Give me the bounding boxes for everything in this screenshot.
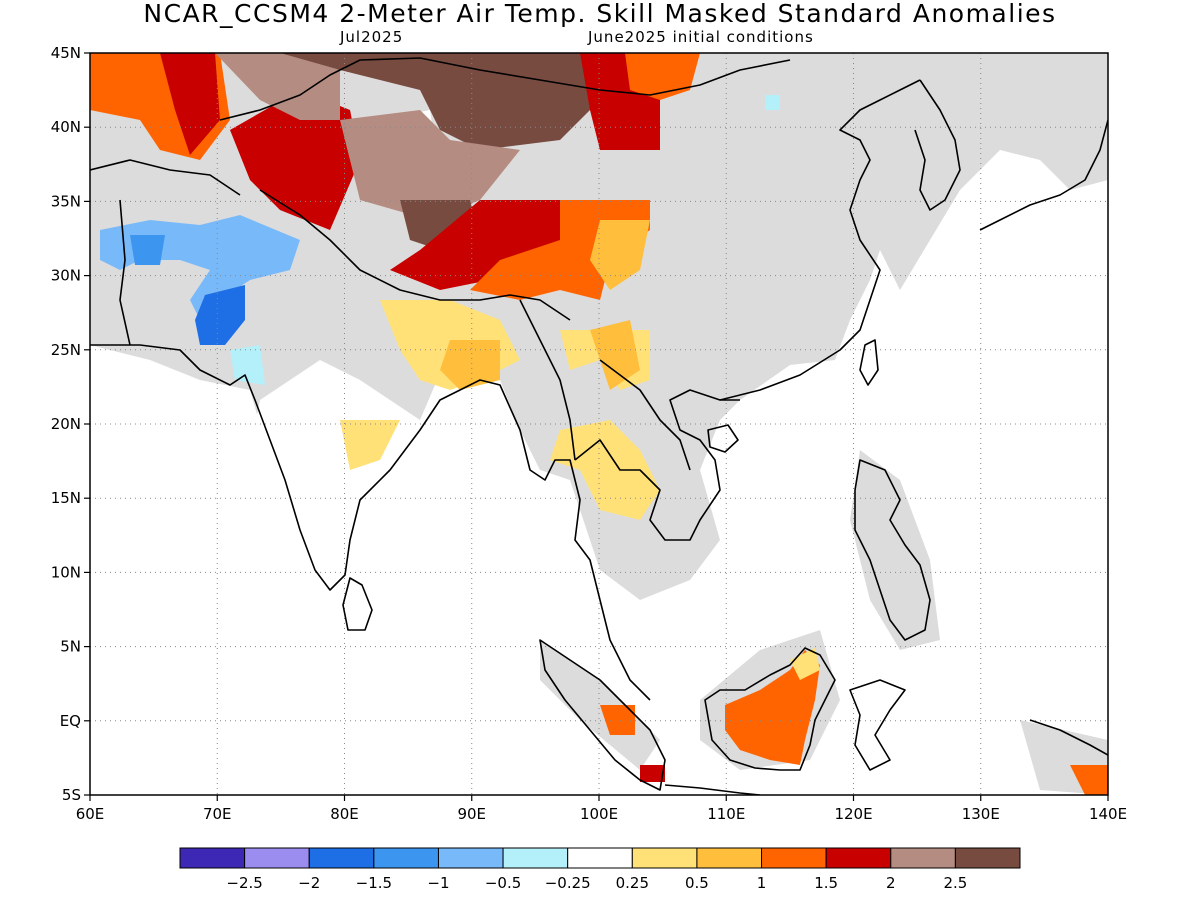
latitude-axis: 45N 40N 35N 30N 25N 20N 15N 10N 5N EQ 5S [51, 44, 90, 804]
coastline-taiwan [859, 339, 879, 386]
anomaly-blue-pakistan [130, 235, 165, 265]
colorbar-label: −2.5 [226, 874, 262, 892]
colorbar-label: 0.25 [616, 874, 649, 892]
lon-tick-label: 120E [834, 805, 872, 823]
anomaly-red-sumatra-south [640, 765, 665, 782]
colorbar-label: −0.5 [485, 874, 521, 892]
map-title: NCAR_CCSM4 2-Meter Air Temp. Skill Maske… [143, 0, 1057, 28]
border-central-asia [90, 159, 241, 196]
initial-conditions: June2025 initial conditions [588, 28, 814, 46]
coastlines [90, 57, 1108, 795]
coastline-china [719, 79, 921, 401]
colorbar-swatch [890, 847, 956, 869]
lat-tick-label: 35N [51, 192, 81, 210]
anomaly-fields [90, 53, 1108, 795]
anomaly-light-orange-china [590, 220, 650, 290]
colorbar-swatch [761, 847, 827, 869]
colorbar-label: 1 [757, 874, 767, 892]
coastline-hainan [707, 424, 739, 453]
lat-tick-label: 10N [51, 563, 81, 581]
border-burma [519, 299, 576, 461]
coastline-new-guinea [1029, 719, 1108, 756]
coastline-korea [914, 79, 961, 211]
lon-tick-label: 60E [76, 805, 105, 823]
colorbar-swatch [179, 847, 246, 869]
colorbar-swatch [696, 847, 763, 869]
colorbar-label: −1 [427, 874, 449, 892]
coastline-java [664, 784, 761, 795]
colorbar-swatch [502, 847, 569, 869]
colorbar-label: 0.5 [685, 874, 709, 892]
lon-tick-label: 130E [962, 805, 1000, 823]
colorbar-label: 1.5 [814, 874, 838, 892]
lat-tick-label: 30N [51, 267, 81, 285]
coastline-japan [979, 119, 1108, 231]
longitude-axis: 60E 70E 80E 90E 100E 110E 120E 130E 140E [76, 795, 1127, 823]
anomaly-pale-blue-gujarat [230, 345, 265, 385]
lat-tick-label: 20N [51, 415, 81, 433]
colorbar-label: −0.25 [545, 874, 591, 892]
lon-tick-label: 140E [1089, 805, 1127, 823]
lat-tick-label: 45N [51, 44, 81, 62]
border-iran-pakistan [119, 199, 131, 346]
coastline-india [90, 344, 651, 701]
anomaly-red-west [160, 53, 220, 155]
colorbar-swatch [244, 847, 310, 869]
lat-tick-label: 5N [60, 638, 81, 656]
lon-tick-label: 70E [203, 805, 232, 823]
coastline-sri-lanka [342, 577, 373, 631]
colorbar-swatch [567, 847, 633, 869]
anomaly-blue-indus [195, 285, 245, 345]
lat-tick-label: 25N [51, 341, 81, 359]
colorbar-swatch [825, 847, 892, 869]
colorbar-label: −1.5 [356, 874, 392, 892]
colorbar-swatch [308, 847, 375, 869]
anomaly-yellow-west-india [340, 420, 400, 470]
colorbar-swatch [437, 847, 504, 869]
lon-tick-label: 80E [330, 805, 359, 823]
colorbar-swatch [631, 847, 698, 869]
lon-tick-label: 90E [457, 805, 486, 823]
lon-tick-label: 100E [580, 805, 618, 823]
colorbar-swatch [954, 847, 1021, 869]
coastline-sumatra [539, 639, 666, 791]
anomaly-yellow-borneo [790, 648, 820, 680]
lat-tick-label: 40N [51, 118, 81, 136]
neutral-india [250, 360, 420, 590]
colorbar: −2.5 −2 −1.5 −1 −0.5 −0.25 0.25 0.5 1 1.5 2 2.5 [179, 847, 1021, 892]
anomaly-orange-bengal [440, 340, 500, 390]
graticule [90, 53, 1108, 795]
lat-tick-label: 5S [62, 786, 81, 804]
masked-philippines [850, 450, 940, 650]
lon-tick-label: 110E [707, 805, 745, 823]
anomaly-red-kashmir [230, 90, 360, 230]
coastline-indochina [574, 389, 740, 541]
colorbar-swatch [373, 847, 439, 869]
border-china-north [219, 57, 791, 121]
border-himalaya [259, 189, 571, 321]
anomaly-orange-sumatra [600, 705, 635, 735]
coastline-sulawesi [849, 679, 906, 771]
anomaly-yellow-thailand [550, 420, 660, 520]
coastline-philippines [854, 459, 931, 641]
anomaly-orange-burma [590, 320, 640, 390]
anomaly-tan-tarim [215, 53, 340, 120]
lat-tick-label: EQ [60, 712, 81, 730]
colorbar-label: 2.5 [943, 874, 967, 892]
coastline-borneo [704, 647, 836, 771]
colorbar-label: 2 [886, 874, 896, 892]
anomaly-orange-new-guinea [1070, 765, 1108, 795]
lat-tick-label: 15N [51, 489, 81, 507]
border-laos-vietnam [599, 359, 691, 471]
anomaly-tan-tibet [340, 110, 520, 220]
anomaly-orange-borneo [725, 650, 820, 765]
colorbar-label: −2 [298, 874, 320, 892]
forecast-month: Jul2025 [340, 28, 404, 46]
anomaly-pale-blue-north [765, 95, 780, 110]
